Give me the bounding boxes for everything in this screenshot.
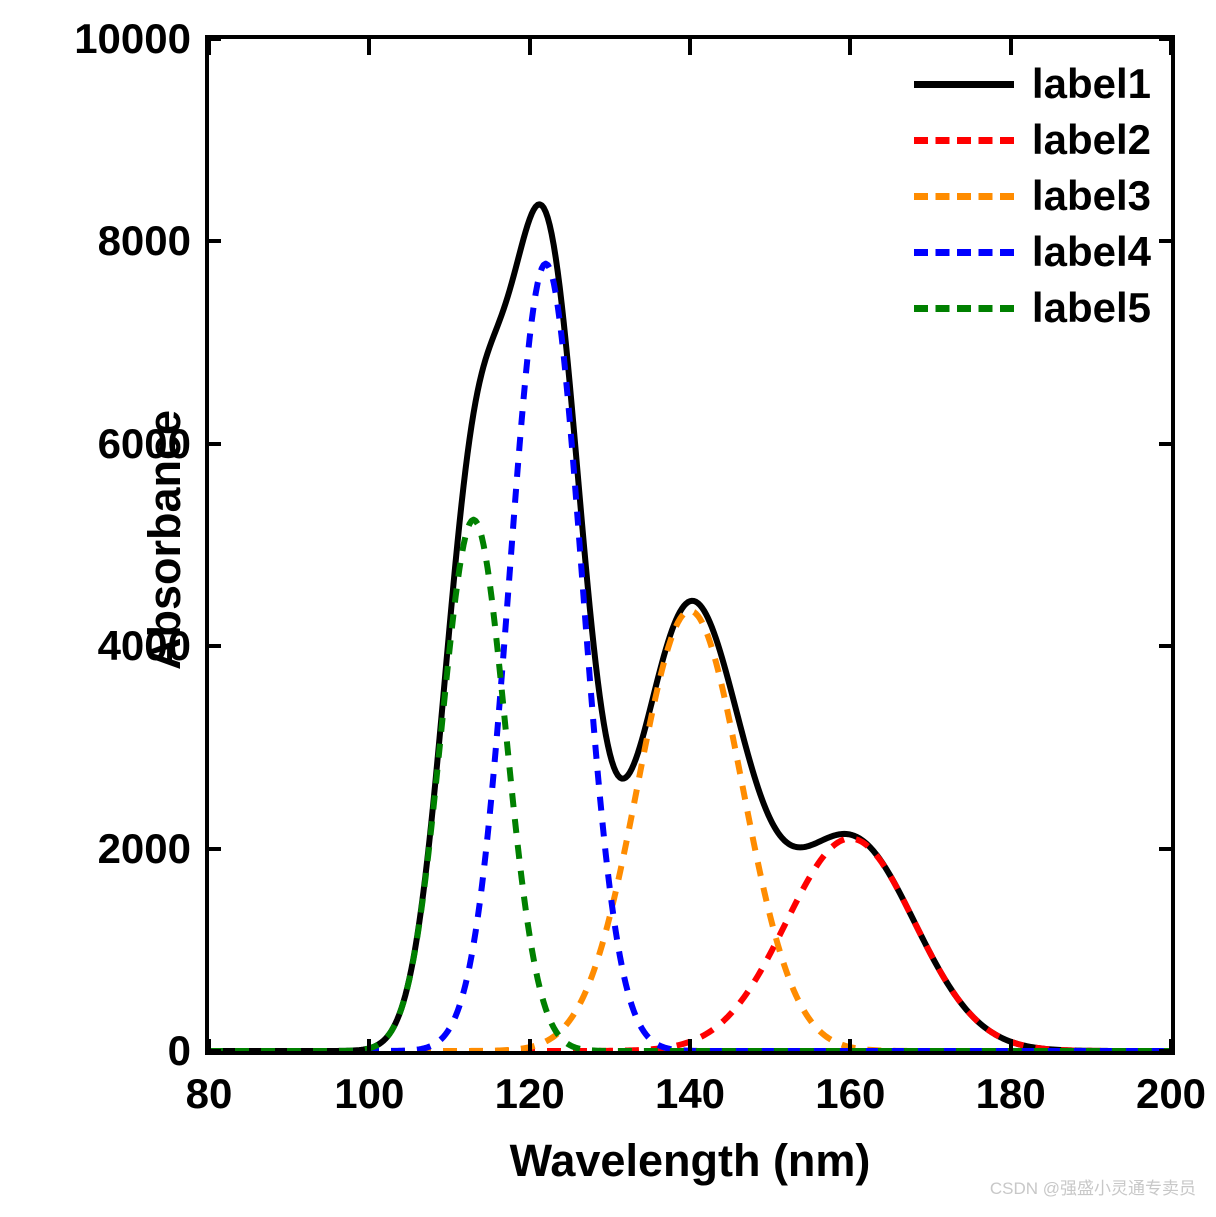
legend-label: label4 (1032, 228, 1151, 276)
x-tick-label: 100 (334, 1070, 404, 1118)
x-tick (207, 39, 211, 55)
y-tick-label: 2000 (98, 825, 191, 873)
x-tick (1009, 39, 1013, 55)
y-tick (1159, 442, 1175, 446)
x-tick (1169, 39, 1173, 55)
x-tick (528, 1039, 532, 1055)
legend-label: label5 (1032, 284, 1151, 332)
y-tick-label: 10000 (74, 15, 191, 63)
legend-label: label3 (1032, 172, 1151, 220)
legend-line-icon (914, 305, 1014, 312)
x-axis-label: Wavelength (nm) (510, 1135, 871, 1187)
x-tick (1169, 1039, 1173, 1055)
x-tick-label: 80 (186, 1070, 233, 1118)
x-tick (528, 39, 532, 55)
legend-label: label2 (1032, 116, 1151, 164)
series-label4 (209, 264, 1171, 1051)
series-label2 (209, 838, 1171, 1051)
y-tick (1159, 239, 1175, 243)
x-tick (688, 1039, 692, 1055)
y-tick (205, 442, 221, 446)
x-tick (848, 39, 852, 55)
chart-container: 0200040006000800010000 80100120140160180… (0, 0, 1216, 1217)
x-tick-label: 200 (1136, 1070, 1206, 1118)
legend-label: label1 (1032, 60, 1151, 108)
legend-item-label4: label4 (914, 228, 1151, 276)
legend-line-icon (914, 81, 1014, 88)
legend-line-icon (914, 249, 1014, 256)
legend-item-label1: label1 (914, 60, 1151, 108)
x-tick-label: 180 (976, 1070, 1046, 1118)
y-axis-label: Absorbance (139, 410, 191, 670)
x-tick (207, 1039, 211, 1055)
legend-item-label5: label5 (914, 284, 1151, 332)
legend-line-icon (914, 193, 1014, 200)
y-tick (205, 847, 221, 851)
x-tick-label: 160 (815, 1070, 885, 1118)
series-label3 (209, 611, 1171, 1051)
legend-item-label3: label3 (914, 172, 1151, 220)
y-tick-label: 0 (168, 1027, 191, 1075)
x-tick (367, 39, 371, 55)
y-tick (205, 239, 221, 243)
y-tick (1159, 847, 1175, 851)
x-tick-label: 140 (655, 1070, 725, 1118)
watermark-text: CSDN @强盛小灵通专卖员 (990, 1174, 1196, 1199)
x-tick-label: 120 (495, 1070, 565, 1118)
legend-item-label2: label2 (914, 116, 1151, 164)
x-tick (688, 39, 692, 55)
x-tick (848, 1039, 852, 1055)
legend-line-icon (914, 137, 1014, 144)
y-tick (205, 644, 221, 648)
y-tick-label: 8000 (98, 217, 191, 265)
chart-legend: label1 label2 label3 label4 label5 (914, 60, 1151, 332)
y-tick (1159, 644, 1175, 648)
x-tick (367, 1039, 371, 1055)
x-tick (1009, 1039, 1013, 1055)
